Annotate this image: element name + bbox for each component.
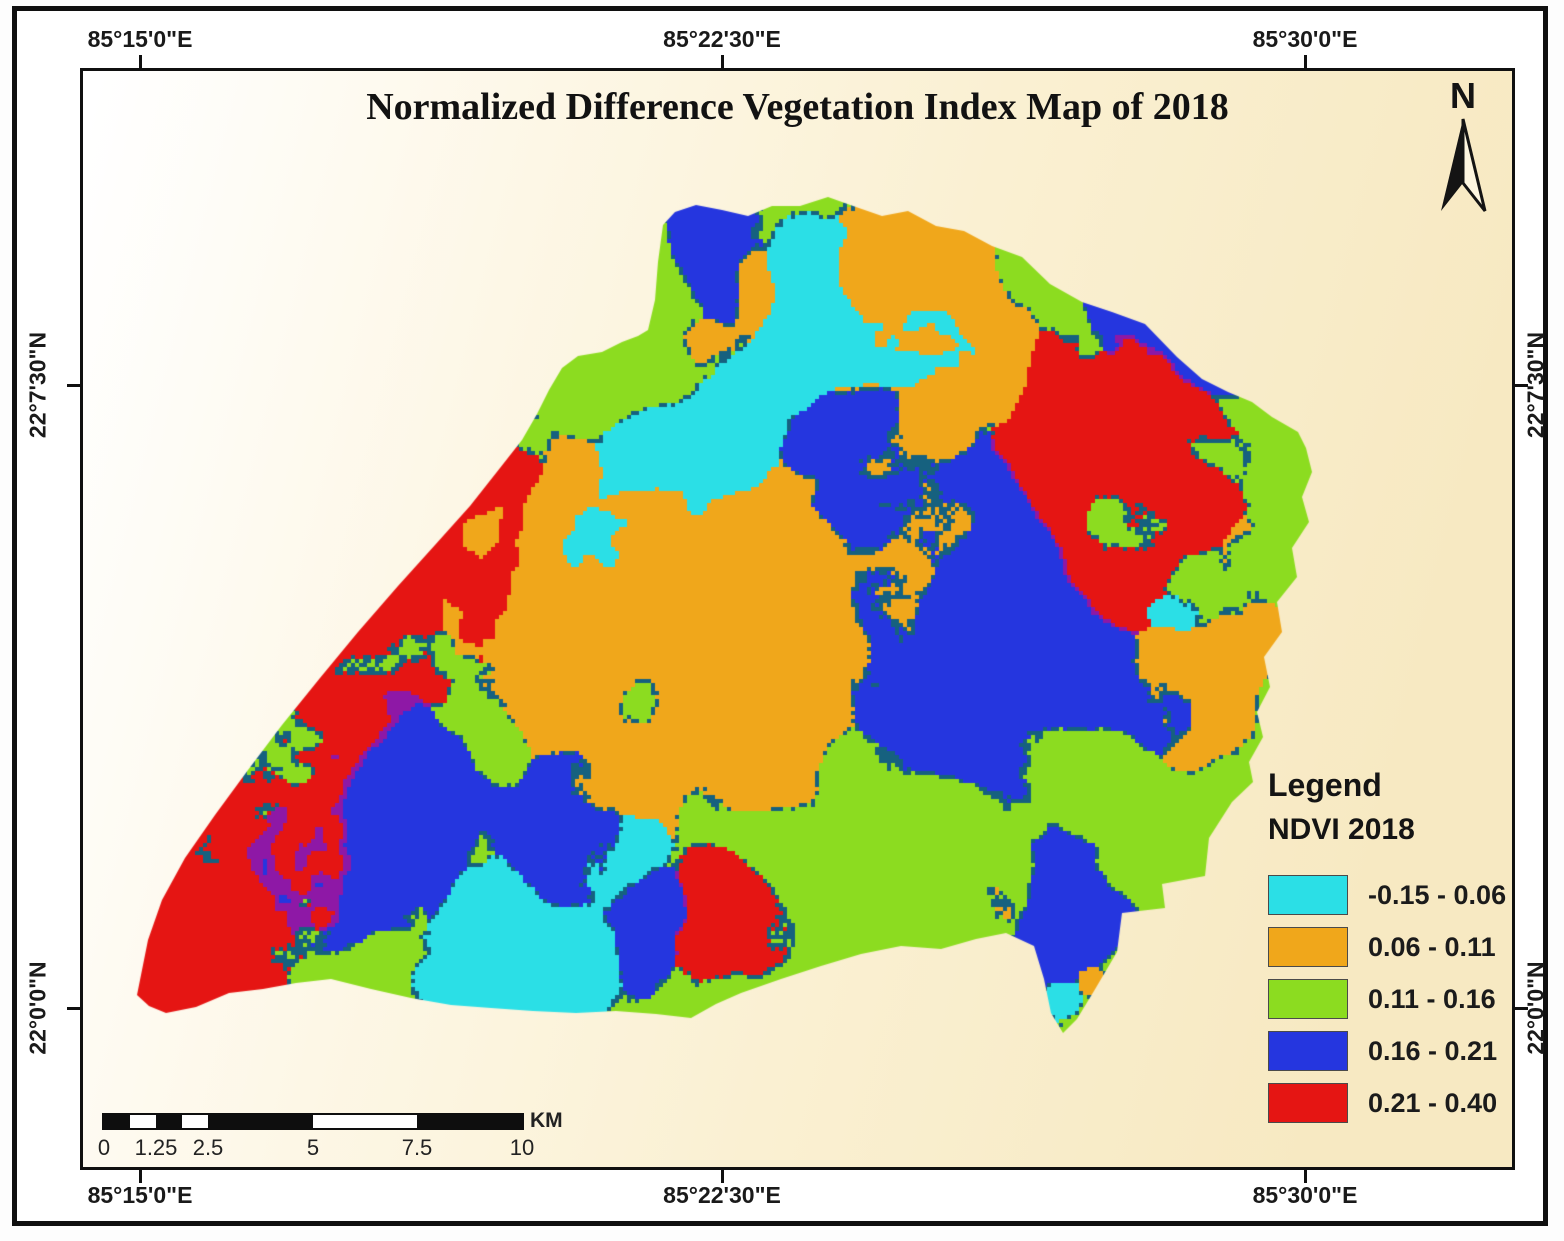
north-arrow: N <box>1432 77 1494 220</box>
scale-bar: KM 0 1.25 2.5 5 7.5 10 <box>98 1109 572 1167</box>
legend-row: 0.16 - 0.21 <box>1268 1031 1508 1071</box>
graticule-tick <box>1304 55 1307 68</box>
graticule-label-top-left: 85°15'0"E <box>87 26 193 52</box>
graticule-label-top-right: 85°30'0"E <box>1252 26 1358 52</box>
scale-segment <box>208 1115 313 1128</box>
graticule-label-top-center: 85°22'30"E <box>663 26 781 52</box>
graticule-label-bottom-left: 85°15'0"E <box>87 1182 193 1208</box>
legend-swatch-orange <box>1268 927 1348 967</box>
legend-swatch-blue <box>1268 1031 1348 1071</box>
graticule-tick <box>67 1007 80 1010</box>
legend-label: 0.21 - 0.40 <box>1368 1087 1498 1118</box>
graticule-tick <box>1515 1007 1528 1010</box>
legend-subtitle: NDVI 2018 <box>1268 813 1415 846</box>
graticule-tick <box>139 1170 142 1183</box>
graticule-label-bottom-right: 85°30'0"E <box>1252 1182 1358 1208</box>
legend-title: Legend <box>1268 767 1382 803</box>
graticule-label-left-upper: 22°7'30"N <box>24 331 51 439</box>
scale-unit: KM <box>530 1109 563 1132</box>
scale-tick-label: 2.5 <box>192 1135 224 1160</box>
legend-items: -0.15 - 0.06 0.06 - 0.11 0.11 - 0.16 0.1… <box>1268 875 1508 1123</box>
graticule-tick <box>139 55 142 68</box>
scale-segment <box>104 1115 131 1128</box>
scale-segment <box>182 1115 209 1128</box>
graticule-tick <box>721 55 724 68</box>
scale-tick-label: 7.5 <box>401 1135 433 1160</box>
legend-label: 0.06 - 0.11 <box>1368 931 1496 962</box>
scale-segment <box>156 1115 183 1128</box>
graticule-label-left-lower: 22°0'0"N <box>24 961 51 1055</box>
north-label: N <box>1450 75 1476 116</box>
scale-segment <box>312 1115 418 1128</box>
scale-tick-label: 5 <box>306 1135 320 1160</box>
graticule-label-bottom-center: 85°22'30"E <box>663 1182 781 1208</box>
legend: Legend NDVI 2018 -0.15 - 0.06 0.06 - 0.1… <box>1268 765 1508 1135</box>
graticule-tick <box>1304 1170 1307 1183</box>
graticule-tick <box>67 384 80 387</box>
legend-row: 0.21 - 0.40 <box>1268 1083 1508 1123</box>
scale-bar-segments <box>102 1113 524 1130</box>
legend-label: 0.11 - 0.16 <box>1368 983 1496 1014</box>
north-arrow-icon <box>1441 118 1487 212</box>
scale-segment <box>130 1115 157 1128</box>
legend-label: 0.16 - 0.21 <box>1368 1035 1498 1066</box>
scale-tick-label: 10 <box>509 1135 535 1160</box>
legend-label: -0.15 - 0.06 <box>1368 879 1507 910</box>
graticule-tick <box>721 1170 724 1183</box>
scale-tick-label: 0 <box>97 1135 111 1160</box>
legend-swatch-green <box>1268 979 1348 1019</box>
legend-row: -0.15 - 0.06 <box>1268 875 1508 915</box>
map-frame: Normalized Difference Vegetation Index M… <box>80 68 1515 1170</box>
legend-swatch-cyan <box>1268 875 1348 915</box>
map-title: Normalized Difference Vegetation Index M… <box>366 86 1229 128</box>
legend-swatch-red <box>1268 1083 1348 1123</box>
legend-row: 0.06 - 0.11 <box>1268 927 1508 967</box>
scale-segment <box>417 1115 522 1128</box>
legend-row: 0.11 - 0.16 <box>1268 979 1508 1019</box>
graticule-tick <box>1515 384 1528 387</box>
scale-tick-label: 1.25 <box>134 1135 178 1160</box>
